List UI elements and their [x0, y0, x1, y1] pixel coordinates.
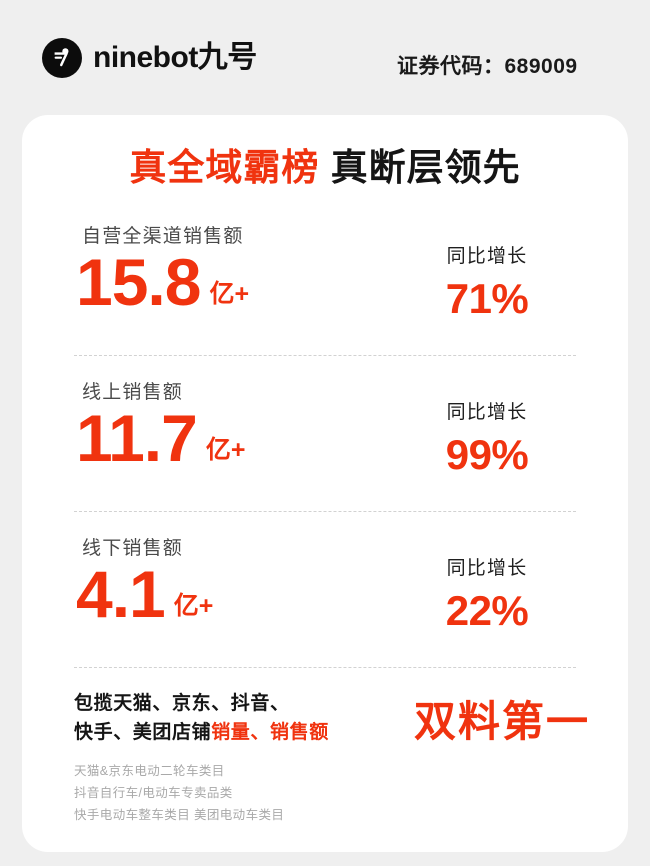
stat-value: 11.7 亿+ [76, 401, 246, 475]
headline: 真全域霸榜 真断层领先 [22, 147, 628, 190]
headline-black-part: 真断层领先 [330, 147, 521, 188]
footer-block: 包揽天猫、京东、抖音、 快手、美团店铺销量、销售额 双料第一 天猫&京东电动二轮… [22, 689, 628, 849]
stat-value: 15.8 亿+ [76, 245, 250, 319]
platform-line-2-black: 快手、美团店铺 [74, 722, 212, 744]
growth-block: 同比增长 99% [392, 403, 582, 476]
stat-row-offline-sales: 线下销售额 4.1 亿+ 同比增长 22% [60, 533, 590, 673]
platform-line-1: 包揽天猫、京东、抖音、 [74, 693, 290, 714]
divider [74, 355, 576, 356]
stat-label: 线上销售额 [82, 382, 184, 403]
growth-value: 71% [445, 275, 529, 322]
growth-value: 99% [445, 431, 529, 478]
ninebot-logo-icon [42, 37, 82, 78]
platform-list: 包揽天猫、京东、抖音、 快手、美团店铺销量、销售额 [74, 689, 329, 748]
growth-label: 同比增长 [446, 402, 528, 423]
brand-lockup: ninebot九号 [42, 37, 257, 78]
growth-label: 同比增长 [446, 246, 528, 267]
stat-unit: 亿+ [209, 279, 250, 308]
platform-line-2-red: 销量、销售额 [211, 722, 329, 744]
growth-block: 同比增长 71% [392, 247, 582, 320]
footnote-line: 天猫&京东电动二轮车类目 [74, 764, 225, 778]
header: ninebot九号 证券代码：689009 [0, 0, 650, 115]
footnote-line: 快手电动车整车类目 美团电动车类目 [74, 807, 285, 822]
stock-code: 证券代码：689009 [397, 55, 578, 78]
award-badge: 双料第一 [413, 698, 590, 745]
divider [74, 667, 576, 668]
stat-unit: 亿+ [205, 435, 246, 464]
headline-red-part: 真全域霸榜 [129, 147, 320, 188]
footnote-line: 抖音自行车/电动车专卖品类 [74, 785, 233, 800]
stat-unit: 亿+ [173, 591, 214, 620]
stats-card: 真全域霸榜 真断层领先 自营全渠道销售额 15.8 亿+ 同比增长 71% 线上… [22, 115, 628, 852]
footnotes: 天猫&京东电动二轮车类目 抖音自行车/电动车专卖品类 快手电动车整车类目 美团电… [74, 761, 284, 827]
growth-label: 同比增长 [446, 558, 528, 579]
stat-label: 线下销售额 [82, 538, 184, 559]
growth-value: 22% [445, 587, 529, 634]
growth-block: 同比增长 22% [392, 559, 582, 632]
platform-line-2: 快手、美团店铺销量、销售额 [74, 718, 329, 747]
divider [74, 511, 576, 512]
stat-number: 11.7 [76, 401, 198, 475]
stat-row-online-sales: 线上销售额 11.7 亿+ 同比增长 99% [60, 377, 590, 517]
stat-number: 15.8 [76, 245, 201, 319]
stat-label: 自营全渠道销售额 [82, 226, 244, 247]
brand-name: ninebot九号 [93, 40, 257, 74]
stat-row-total-sales: 自营全渠道销售额 15.8 亿+ 同比增长 71% [60, 221, 590, 361]
stat-number: 4.1 [76, 557, 166, 631]
stat-value: 4.1 亿+ [76, 557, 214, 631]
